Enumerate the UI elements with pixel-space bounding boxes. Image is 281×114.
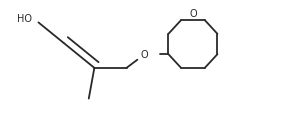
Text: O: O xyxy=(189,9,197,19)
Text: O: O xyxy=(141,50,148,60)
Text: HO: HO xyxy=(17,14,33,24)
